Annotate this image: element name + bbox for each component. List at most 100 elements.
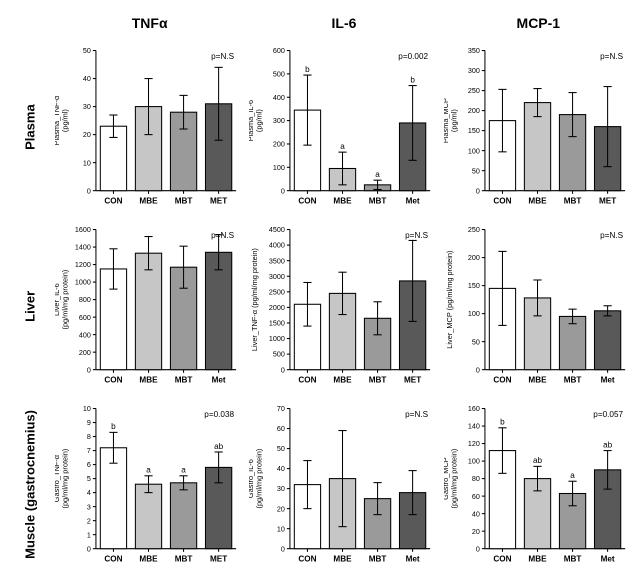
svg-text:50: 50 [83, 46, 91, 55]
svg-text:150: 150 [468, 126, 480, 135]
svg-text:50: 50 [277, 444, 285, 453]
svg-text:150: 150 [468, 281, 480, 290]
svg-text:4000: 4000 [269, 241, 285, 250]
svg-text:200: 200 [79, 348, 91, 357]
svg-text:100: 100 [468, 309, 480, 318]
svg-text:(pg/ml/mg protein): (pg/ml/mg protein) [60, 448, 69, 508]
svg-text:b: b [411, 74, 416, 84]
svg-text:3: 3 [87, 502, 91, 511]
svg-text:a: a [146, 464, 151, 474]
svg-text:MBT: MBT [369, 553, 387, 563]
svg-text:9: 9 [87, 418, 91, 427]
svg-text:400: 400 [79, 330, 91, 339]
svg-text:160: 160 [468, 404, 480, 413]
svg-text:30: 30 [83, 102, 91, 111]
col-header-il6: IL-6 [249, 10, 438, 35]
svg-text:p=0.057: p=0.057 [593, 409, 623, 419]
svg-text:60: 60 [277, 424, 285, 433]
svg-text:2500: 2500 [269, 287, 285, 296]
svg-text:b: b [111, 421, 116, 431]
svg-text:(pg/ml/mg protein): (pg/ml/mg protein) [60, 270, 69, 330]
svg-text:ab: ab [533, 455, 542, 465]
svg-text:MBE: MBE [528, 374, 547, 384]
svg-text:Met: Met [406, 195, 420, 205]
svg-text:MBE: MBE [139, 195, 158, 205]
svg-text:CON: CON [104, 195, 122, 205]
svg-text:(pg/ml/mg protein): (pg/ml/mg protein) [255, 448, 264, 508]
grid-corner [10, 10, 50, 35]
svg-text:CON: CON [104, 553, 122, 563]
svg-text:1000: 1000 [75, 277, 91, 286]
svg-text:MBT: MBT [175, 553, 193, 563]
svg-text:MET: MET [210, 553, 227, 563]
svg-text:MBT: MBT [175, 195, 193, 205]
chart-liver-mcp: 050100150200250Liver_MCP (pg/ml/mg prote… [444, 219, 633, 393]
svg-text:1600: 1600 [75, 225, 91, 234]
svg-text:Liver_MCP (pg/ml/mg protein): Liver_MCP (pg/ml/mg protein) [445, 250, 454, 348]
svg-text:500: 500 [273, 69, 285, 78]
svg-text:p=N.S: p=N.S [405, 230, 428, 240]
svg-text:5: 5 [87, 474, 91, 483]
svg-text:10: 10 [277, 524, 285, 533]
row-header-plasma: Plasma [10, 40, 50, 214]
svg-text:MBT: MBT [563, 553, 581, 563]
svg-text:ab: ab [603, 439, 612, 449]
svg-text:600: 600 [273, 46, 285, 55]
chart-liver-il6: 050010001500200025003000350040004500Live… [249, 219, 438, 393]
svg-text:(pg/ml/mg protein): (pg/ml/mg protein) [449, 448, 458, 508]
chart-muscle-tnf: 012345678910Gastro_TNF-α(pg/ml/mg protei… [55, 398, 244, 572]
svg-text:p=N.S: p=N.S [600, 230, 623, 240]
svg-text:MBE: MBE [528, 553, 547, 563]
svg-text:CON: CON [493, 553, 511, 563]
svg-text:0: 0 [87, 365, 91, 374]
svg-text:2000: 2000 [269, 303, 285, 312]
svg-text:300: 300 [273, 116, 285, 125]
svg-text:1200: 1200 [75, 260, 91, 269]
svg-text:250: 250 [468, 225, 480, 234]
svg-text:50: 50 [472, 337, 480, 346]
svg-text:p=N.S: p=N.S [405, 409, 428, 419]
svg-text:0: 0 [475, 365, 479, 374]
svg-text:1400: 1400 [75, 242, 91, 251]
svg-text:3500: 3500 [269, 256, 285, 265]
svg-text:(pg/ml): (pg/ml) [449, 109, 458, 132]
svg-text:200: 200 [468, 106, 480, 115]
chart-muscle-mcp: 020406080100120140160Gastro_MCP(pg/ml/mg… [444, 398, 633, 572]
svg-text:a: a [341, 141, 346, 151]
svg-text:0: 0 [87, 186, 91, 195]
chart-plasma-mcp: 050100150200250300350Plasma_MCP(pg/ml)p=… [444, 40, 633, 214]
svg-text:a: a [570, 470, 575, 480]
svg-text:30: 30 [277, 484, 285, 493]
svg-text:(pg/ml): (pg/ml) [60, 109, 69, 132]
svg-text:4500: 4500 [269, 225, 285, 234]
svg-text:p=N.S: p=N.S [600, 51, 623, 61]
chart-muscle-il6: 010203040506070Gastro_IL-6(pg/ml/mg prot… [249, 398, 438, 572]
svg-text:20: 20 [83, 130, 91, 139]
svg-text:CON: CON [493, 195, 511, 205]
svg-text:4: 4 [87, 488, 91, 497]
svg-text:0: 0 [475, 186, 479, 195]
svg-text:300: 300 [468, 66, 480, 75]
chart-plasma-tnf: 01020304050Plasma_TNF-α(pg/ml)p=N.SCONMB… [55, 40, 244, 214]
svg-text:CON: CON [104, 374, 122, 384]
col-header-mcp: MCP-1 [444, 10, 633, 35]
svg-text:7: 7 [87, 446, 91, 455]
svg-text:MBT: MBT [563, 374, 581, 384]
svg-text:100: 100 [273, 163, 285, 172]
svg-text:800: 800 [79, 295, 91, 304]
svg-text:b: b [500, 416, 505, 426]
svg-text:CON: CON [299, 374, 317, 384]
svg-text:50: 50 [472, 166, 480, 175]
svg-text:70: 70 [277, 404, 285, 413]
chart-plasma-il6: 0100200300400500600Plasma_IL-6(pg/ml)p=0… [249, 40, 438, 214]
svg-text:CON: CON [299, 195, 317, 205]
svg-text:a: a [376, 169, 381, 179]
svg-text:10: 10 [83, 404, 91, 413]
svg-text:0: 0 [281, 186, 285, 195]
svg-text:MBT: MBT [563, 195, 581, 205]
svg-text:0: 0 [87, 544, 91, 553]
svg-text:p=0.002: p=0.002 [399, 51, 429, 61]
row-header-muscle: Muscle (gastrocnemius) [10, 398, 50, 572]
svg-text:250: 250 [468, 86, 480, 95]
svg-text:MBE: MBE [334, 374, 353, 384]
